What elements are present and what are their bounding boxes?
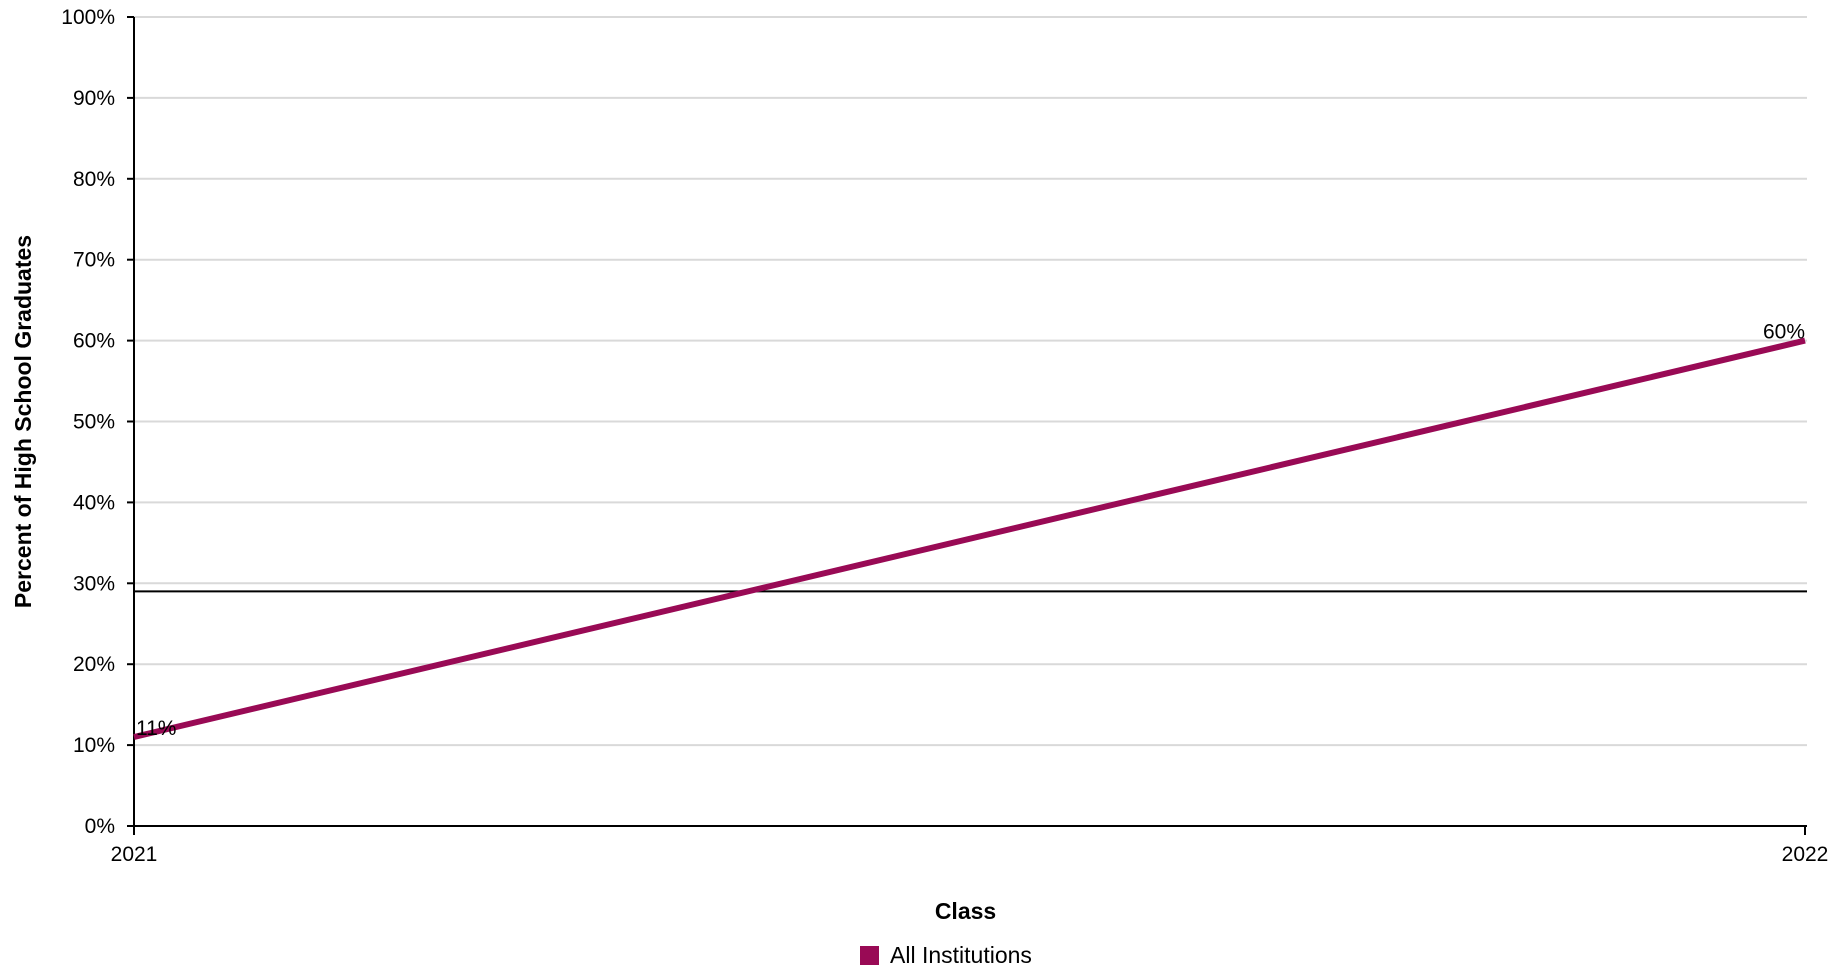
- y-tick-label: 30%: [73, 572, 115, 595]
- gridlines: [134, 16, 1807, 747]
- x-axis-ticks: 2021 2022: [111, 826, 1829, 866]
- y-tick-label: 90%: [73, 87, 115, 110]
- data-label: 60%: [1763, 321, 1805, 344]
- x-tick-label: 2022: [1782, 843, 1829, 866]
- data-label: 11%: [136, 717, 176, 740]
- legend[interactable]: All Institutions: [860, 942, 1032, 968]
- legend-swatch: [860, 946, 879, 965]
- y-tick-label: 10%: [73, 734, 115, 757]
- y-tick-label: 80%: [73, 168, 115, 191]
- y-tick-label: 60%: [73, 330, 115, 353]
- y-tick-label: 20%: [73, 653, 115, 676]
- data-labels: 11% 60%: [136, 321, 1805, 740]
- y-tick-label: 50%: [73, 411, 115, 434]
- y-axis-title: Percent of High School Graduates: [10, 235, 36, 608]
- series-line: [133, 337, 1806, 740]
- x-tick-label: 2021: [111, 843, 158, 866]
- y-tick-label: 40%: [73, 491, 115, 514]
- y-tick-label: 70%: [73, 249, 115, 272]
- legend-label: All Institutions: [890, 942, 1032, 968]
- y-tick-label: 0%: [85, 815, 115, 838]
- y-axis-ticks: 0% 10% 20% 30% 40% 50% 60% 70% 80% 90% 100%: [61, 6, 134, 838]
- series: [133, 337, 1806, 740]
- y-tick-label: 100%: [61, 6, 115, 29]
- x-axis-title: Class: [935, 898, 996, 924]
